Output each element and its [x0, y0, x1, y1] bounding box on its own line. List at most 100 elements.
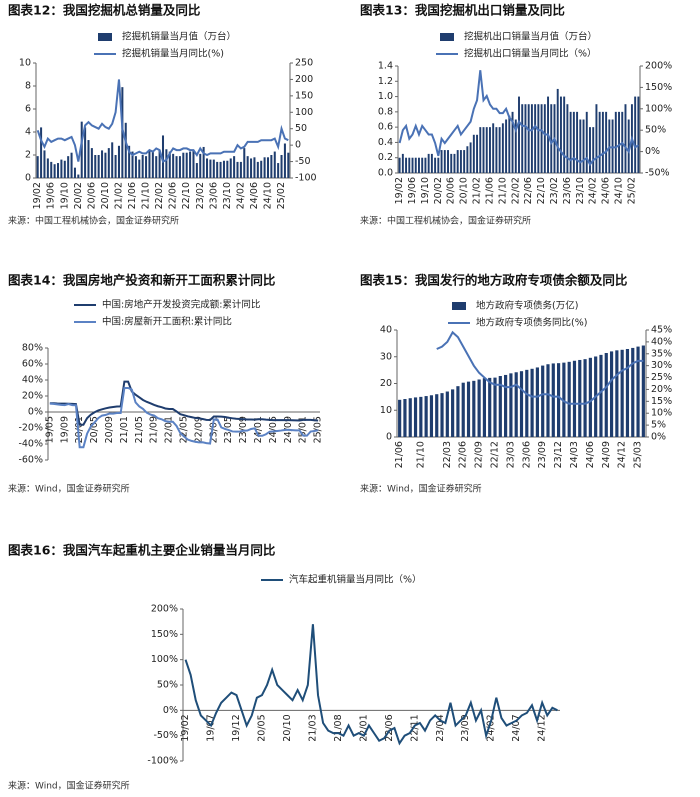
bar: [605, 111, 608, 173]
bar: [459, 150, 462, 173]
y-tick-label: 0.2: [378, 152, 393, 163]
y2-tick-label: 50: [295, 123, 307, 134]
bar: [583, 359, 587, 437]
x-tick-label: 23/10: [222, 182, 233, 209]
bar: [476, 134, 479, 173]
x-tick-label: 21/05: [134, 416, 145, 443]
bar: [175, 156, 178, 178]
bar: [408, 398, 412, 437]
bar: [427, 153, 430, 173]
bar: [463, 150, 466, 173]
bar: [595, 104, 598, 173]
bar: [488, 377, 492, 437]
x-tick-label: 21/10: [497, 177, 508, 204]
bar: [46, 158, 49, 178]
x-tick-label: 25/02: [276, 182, 287, 209]
x-tick-label: 20/02: [73, 182, 84, 209]
legend-label: 地方政府专项债务同比(%): [476, 317, 587, 329]
x-tick-label: 24/06: [601, 177, 612, 204]
x-tick-label: 24/06: [585, 441, 596, 468]
bar: [495, 127, 498, 173]
bar: [124, 122, 127, 178]
x-tick-label: 23/10: [575, 177, 586, 204]
bar: [611, 119, 614, 173]
bar: [270, 155, 273, 178]
bar: [430, 153, 433, 173]
y-tick-label: -20%: [18, 423, 43, 434]
y2-tick-label: 200: [295, 74, 313, 85]
legend-label: 中国:房地产开发投资完成额:累计同比: [102, 299, 260, 311]
x-tick-label: 23/06: [521, 441, 532, 468]
bar: [589, 127, 591, 173]
bar: [413, 397, 418, 437]
bar: [131, 151, 134, 178]
x-tick-label: 25/05: [313, 416, 324, 443]
x-tick-label: 22/10: [181, 182, 192, 209]
bar: [566, 104, 569, 173]
bar: [511, 111, 514, 173]
x-tick-label: 22/03: [442, 441, 453, 468]
bar: [222, 160, 225, 178]
series-line: [36, 79, 289, 163]
bar: [530, 104, 533, 173]
y-tick-label: 0.6: [378, 122, 393, 133]
bar: [403, 399, 407, 437]
bar: [592, 127, 595, 173]
x-tick-label: 22/01: [358, 714, 369, 741]
bar: [165, 149, 168, 178]
bar: [634, 96, 637, 173]
bar: [90, 148, 93, 178]
bar: [421, 157, 424, 173]
bar: [40, 127, 43, 178]
bar: [472, 134, 475, 173]
bar: [63, 160, 66, 178]
y2-tick-label: -50: [295, 156, 311, 167]
bar: [209, 159, 212, 178]
series-line: [436, 330, 644, 405]
bar: [408, 157, 411, 173]
bar: [73, 167, 76, 178]
source-note: 来源：Wind，国金证券研究所: [8, 780, 130, 792]
x-tick-label: 19/07: [206, 714, 217, 741]
bar: [530, 368, 534, 437]
bar: [440, 393, 444, 437]
bar: [266, 157, 270, 178]
x-tick-label: 22/01: [164, 416, 175, 443]
bar: [401, 153, 404, 173]
x-tick-label: 24/02: [588, 177, 599, 204]
bar: [509, 373, 513, 437]
bar: [505, 119, 508, 173]
y-tick-label: 40%: [22, 375, 43, 386]
chart-title: 图表14：我国房地产投资和新开工面积累计同比: [8, 273, 276, 288]
x-tick-label: 24/06: [249, 182, 260, 209]
bar: [598, 111, 601, 173]
bar: [148, 150, 151, 178]
x-tick-label: 23/09: [537, 441, 548, 468]
bar: [141, 155, 144, 178]
bar: [445, 391, 449, 437]
bar: [161, 135, 165, 178]
bar: [87, 140, 90, 178]
x-tick-label: 21/10: [141, 182, 152, 209]
bar: [43, 150, 46, 178]
bar: [641, 345, 645, 437]
bar: [563, 96, 566, 173]
bar: [524, 104, 527, 173]
source-note: 来源：Wind，国金证券研究所: [360, 483, 482, 495]
x-tick-label: 19/05: [44, 416, 55, 443]
bar: [138, 159, 141, 178]
bar: [535, 367, 539, 437]
bar: [527, 104, 530, 173]
bar: [618, 111, 620, 173]
x-tick-label: 24/09: [601, 441, 612, 468]
bar: [411, 157, 414, 173]
x-tick-label: 21/02: [113, 182, 124, 209]
x-tick-label: 23/02: [549, 177, 560, 204]
bar: [158, 150, 161, 178]
source-note: 来源：Wind，国金证券研究所: [8, 483, 130, 495]
x-tick-label: 22/06: [168, 182, 179, 209]
bar: [627, 119, 630, 173]
bar: [189, 151, 192, 178]
bar: [456, 150, 459, 173]
bar: [233, 156, 236, 178]
